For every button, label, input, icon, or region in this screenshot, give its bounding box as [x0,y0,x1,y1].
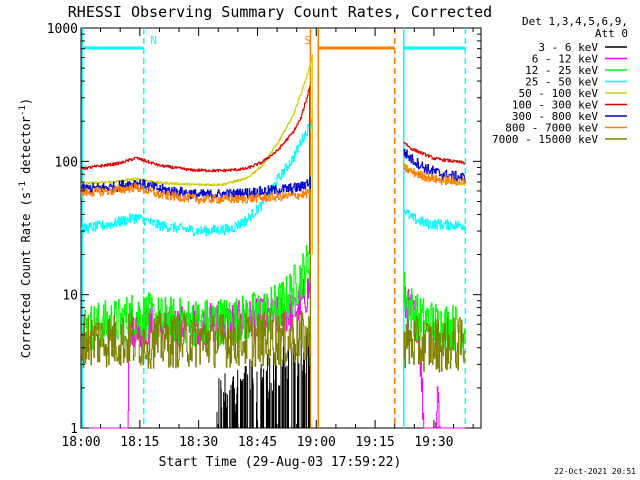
series-line [403,148,466,183]
x-tick-label: 19:30 [414,435,453,450]
series-line [403,141,466,165]
y-tick-label: 1 [70,422,78,437]
series-3-6kev [216,327,311,428]
y-label-end: ) [19,98,33,105]
series-300-800kev [81,148,466,255]
legend-item-label: 12 - 25 keV [525,64,598,77]
series-line [403,208,466,231]
y-label-main: Corrected Count Rate (s [19,192,33,358]
timestamp: 22-Oct-2021 20:51 [554,467,636,476]
legend-item-label: 800 - 7000 keV [505,122,598,135]
axes-layer: 1 10 100 1000 18:00 18:15 18:30 18:45 19:00 19:15… [47,22,481,450]
series-line [403,315,466,373]
legend-item-label: 3 - 6 keV [538,41,598,54]
y-tick-label: 100 [55,155,78,170]
x-tick-label: 19:15 [356,435,395,450]
chart-title: RHESSI Observing Summary Count Rates, Co… [68,3,492,21]
series-line [81,182,311,204]
series-line [81,244,311,353]
series-800-7000kev [81,163,466,255]
y-tick-label: 1000 [47,22,78,37]
flag-label: S [304,34,311,47]
y-axis-label: Corrected Count Rate (s-1 detector-1) [18,98,33,358]
series-100-300kev [81,85,466,255]
legend-item-label: 50 - 100 keV [519,87,599,100]
series-layer [81,54,466,429]
series-line [81,54,313,187]
legend-header-1: Det 1,3,4,5,6,9, [522,15,628,28]
x-tick-label: 18:15 [120,435,159,450]
legend-item-label: 7000 - 15000 keV [492,133,598,146]
y-label-sup-1: -1 [18,181,28,192]
flag-label: N [150,34,157,47]
legend-item-label: 300 - 800 keV [512,110,598,123]
legend-item-label: 25 - 50 keV [525,76,598,89]
x-tick-label: 18:00 [61,435,100,450]
y-tick-label: 10 [62,289,78,304]
x-axis-label: Start Time (29-Aug-03 17:59:22) [159,455,402,470]
series-line [81,88,310,173]
y-label-sup-2: -1 [18,105,28,116]
legend-item-label: 6 - 12 keV [532,53,599,66]
series-line [403,163,466,186]
series-line [216,327,311,428]
legend-header-2: Att 0 [595,27,628,40]
series-7000-15000kev [81,254,466,373]
y-label-mid: detector [19,116,33,181]
series-line [81,176,311,201]
x-tick-label: 19:00 [297,435,336,450]
legend-item-label: 100 - 300 keV [512,99,598,112]
series-line [81,118,313,237]
series-line [81,310,311,369]
x-tick-label: 18:30 [179,435,218,450]
x-tick-label: 18:45 [238,435,277,450]
